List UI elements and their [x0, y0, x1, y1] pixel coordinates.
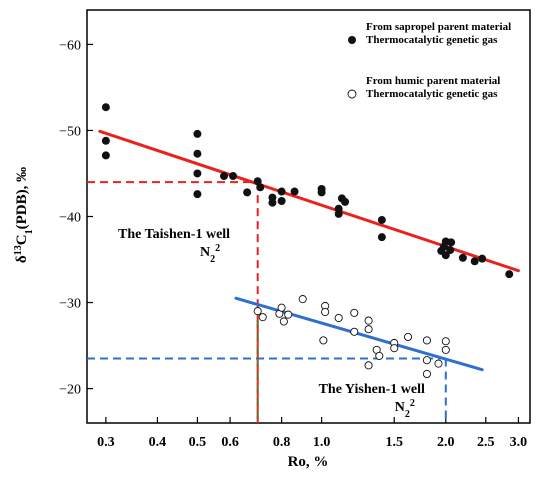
sapropel-data-point — [268, 198, 277, 207]
sapropel-data-point — [101, 136, 110, 145]
y-tick-label: −30 — [59, 297, 81, 312]
x-tick-label: 0.8 — [273, 435, 291, 450]
trend-line — [98, 129, 520, 273]
humic-data-point — [364, 316, 373, 325]
humic-data-point — [258, 313, 267, 322]
plot-frame — [86, 9, 531, 424]
humic-data-point — [334, 313, 343, 323]
humic-data-point — [350, 308, 359, 317]
y-tick-label: −60 — [59, 38, 81, 53]
well-annotation: The Taishen-1 well — [118, 227, 230, 242]
x-tick-label: 1.0 — [313, 435, 331, 450]
sapropel-data-point — [458, 253, 467, 262]
sapropel-data-point — [243, 188, 252, 197]
trend-line — [234, 296, 484, 372]
x-tick-label: 2.0 — [437, 435, 455, 450]
y-axis-label: δ13C1(PDB), ‰ — [13, 167, 35, 263]
humic-data-point — [279, 317, 288, 326]
humic-data-point — [422, 356, 431, 365]
x-tick-label: 0.4 — [149, 435, 167, 450]
sapropel-data-point — [447, 238, 456, 247]
sapropel-data-point — [101, 151, 110, 160]
sapropel-data-point — [334, 209, 343, 218]
sapropel-data-point — [470, 257, 479, 266]
well-annotation-formation: N22 — [200, 243, 220, 265]
sapropel-data-point — [290, 187, 299, 196]
humic-data-point — [390, 344, 399, 353]
humic-data-point — [319, 336, 328, 345]
humic-data-point — [350, 327, 359, 336]
well-annotation-formation: N22 — [395, 397, 415, 419]
humic-data-point — [364, 325, 373, 334]
sapropel-data-point — [256, 183, 265, 192]
legend-label: Thermocatalytic genetic gas — [366, 88, 498, 100]
humic-data-point — [298, 295, 307, 304]
y-tick-label: −40 — [59, 211, 81, 226]
legend-marker-sapropel — [348, 36, 356, 44]
x-tick-label: 0.3 — [97, 435, 115, 450]
legend-marker-humic — [347, 89, 357, 99]
sapropel-data-point — [341, 197, 350, 206]
sapropel-data-point — [219, 172, 228, 181]
humic-data-point — [422, 369, 431, 379]
y-tick-label: −20 — [59, 383, 81, 398]
humic-data-point — [277, 303, 286, 312]
humic-data-point — [441, 337, 450, 346]
humic-data-point — [364, 361, 373, 370]
sapropel-data-point — [101, 103, 110, 112]
humic-data-point — [253, 307, 262, 316]
humic-data-point — [441, 345, 450, 354]
sapropel-data-point — [193, 169, 202, 178]
sapropel-data-point — [377, 215, 386, 224]
legend: From sapropel parent materialThermocatal… — [347, 21, 511, 100]
x-axis-label: Ro, % — [288, 454, 329, 470]
humic-data-point — [434, 359, 443, 368]
humic-data-point — [422, 336, 431, 345]
legend-label: From sapropel parent material — [366, 21, 511, 33]
humic-data-point — [284, 310, 293, 319]
sapropel-data-point — [253, 177, 262, 186]
x-tick-label: 0.5 — [189, 435, 207, 450]
legend-label: From humic parent material — [366, 75, 500, 87]
well-annotation: The Yishen-1 well — [319, 382, 425, 397]
sapropel-data-point — [505, 270, 514, 279]
sapropel-data-point — [478, 254, 487, 263]
sapropel-data-point — [193, 129, 202, 138]
sapropel-data-point — [317, 188, 326, 197]
sapropel-data-point — [229, 172, 238, 181]
humic-data-point — [403, 332, 413, 342]
sapropel-data-point — [377, 233, 386, 242]
sapropel-data-point — [446, 246, 455, 255]
data-points — [101, 103, 514, 379]
axis-ticks: 0.3 0.4 0.5 0.6 0.8 1.0 1.5 2.0 2.5 3.0 −60 −50 −40 −… — [59, 38, 527, 450]
sapropel-data-point — [277, 197, 286, 206]
y-tick-label: −50 — [59, 124, 81, 139]
sapropel-data-point — [193, 149, 202, 158]
sapropel-data-point — [277, 187, 286, 196]
humic-data-point — [321, 307, 330, 317]
x-tick-label: 3.0 — [510, 435, 528, 450]
x-tick-label: 1.5 — [385, 435, 403, 450]
humic-data-point — [375, 351, 384, 360]
x-tick-label: 2.5 — [477, 435, 495, 450]
x-tick-label: 0.6 — [221, 435, 239, 450]
legend-label: Thermocatalytic genetic gas — [366, 34, 498, 46]
sapropel-data-point — [193, 190, 202, 199]
trend-and-reference-lines — [87, 129, 520, 423]
